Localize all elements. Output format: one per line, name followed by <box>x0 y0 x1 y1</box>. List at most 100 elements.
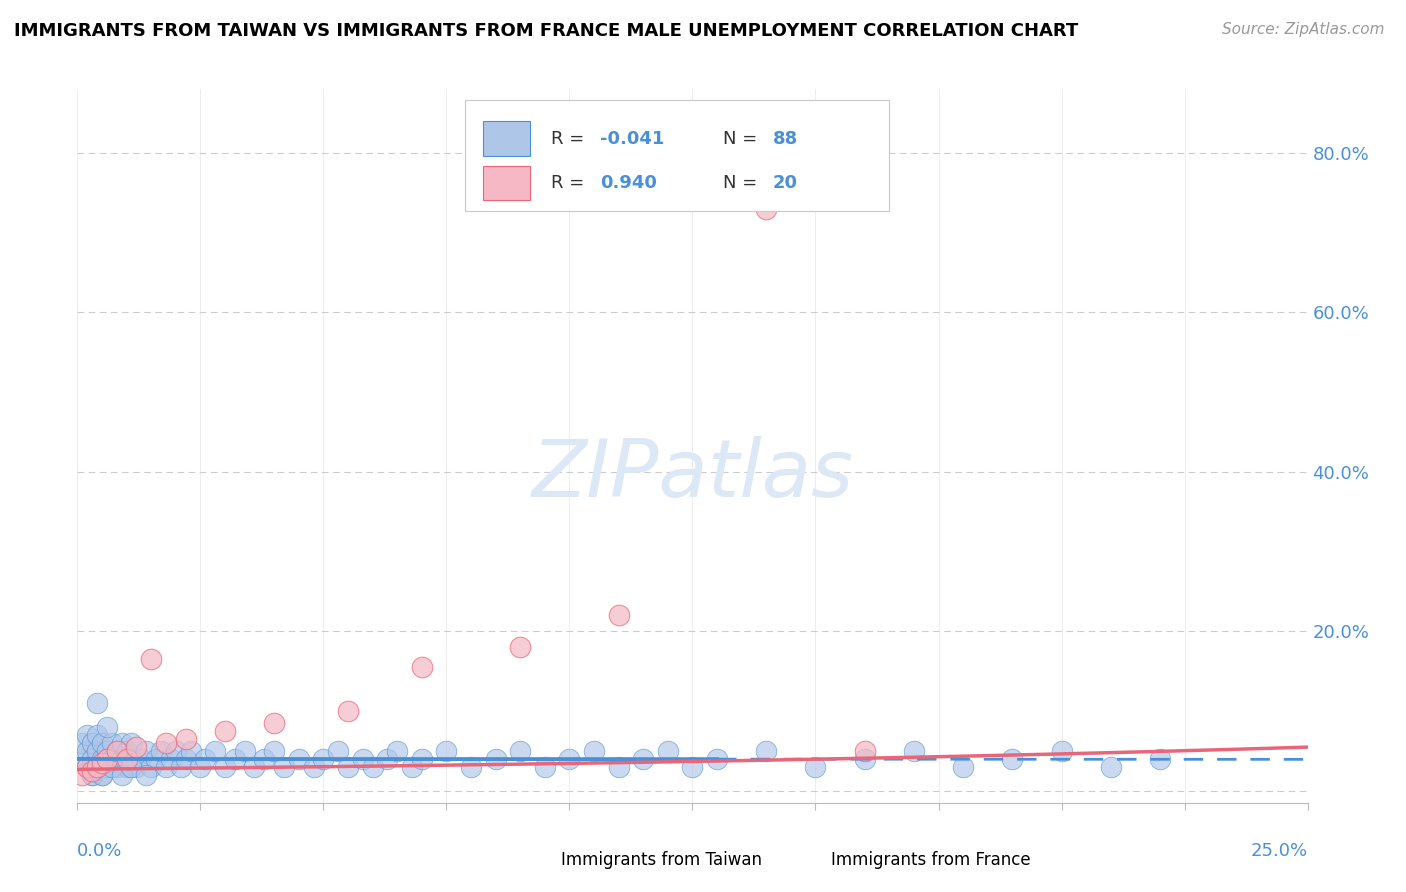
Point <box>160 752 183 766</box>
Text: Source: ZipAtlas.com: Source: ZipAtlas.com <box>1222 22 1385 37</box>
Point <box>121 752 143 766</box>
Point <box>312 752 335 766</box>
Point <box>111 752 132 766</box>
Point <box>682 760 704 774</box>
Point <box>70 736 93 750</box>
Point <box>174 731 197 746</box>
FancyBboxPatch shape <box>785 847 821 874</box>
Point <box>411 660 433 674</box>
Point <box>460 760 482 774</box>
Point <box>111 768 132 782</box>
Point <box>194 752 217 766</box>
Point <box>90 756 114 770</box>
Point <box>263 744 285 758</box>
Text: 0.940: 0.940 <box>600 174 657 192</box>
Point <box>853 752 876 766</box>
Point <box>96 720 118 734</box>
Point <box>361 760 384 774</box>
Point <box>804 760 827 774</box>
Point <box>135 744 157 758</box>
Point <box>174 752 197 766</box>
Point <box>86 760 108 774</box>
Point <box>111 736 132 750</box>
Point <box>337 704 360 718</box>
Point <box>853 744 876 758</box>
Point <box>96 744 118 758</box>
Point <box>401 760 423 774</box>
Point <box>155 736 177 750</box>
Point <box>135 768 157 782</box>
Point <box>101 752 124 766</box>
Text: 88: 88 <box>772 129 797 147</box>
Point <box>534 760 557 774</box>
Point <box>76 760 98 774</box>
Point <box>150 744 173 758</box>
Point <box>121 736 143 750</box>
Point <box>115 744 138 758</box>
Point <box>1050 744 1073 758</box>
Point <box>288 752 311 766</box>
Point <box>86 760 108 774</box>
Point <box>903 744 925 758</box>
Point <box>115 760 138 774</box>
Text: IMMIGRANTS FROM TAIWAN VS IMMIGRANTS FROM FRANCE MALE UNEMPLOYMENT CORRELATION C: IMMIGRANTS FROM TAIWAN VS IMMIGRANTS FRO… <box>14 22 1078 40</box>
Point <box>90 768 114 782</box>
Point <box>70 752 93 766</box>
Point <box>82 752 104 766</box>
Point <box>706 752 728 766</box>
Point <box>76 728 98 742</box>
Point <box>1001 752 1024 766</box>
Text: N =: N = <box>723 129 763 147</box>
Point <box>607 760 630 774</box>
Point <box>509 640 531 655</box>
Point <box>141 760 163 774</box>
Text: 25.0%: 25.0% <box>1250 842 1308 860</box>
Point <box>509 744 531 758</box>
Point <box>101 736 124 750</box>
Point <box>607 608 630 623</box>
Point <box>224 752 246 766</box>
Point <box>411 752 433 766</box>
Point <box>165 744 187 758</box>
Point <box>1149 752 1171 766</box>
Point <box>82 768 104 782</box>
Point <box>485 752 508 766</box>
Text: R =: R = <box>551 174 591 192</box>
Point <box>214 724 236 739</box>
Point <box>155 760 177 774</box>
Point <box>233 744 256 758</box>
Point <box>125 760 148 774</box>
FancyBboxPatch shape <box>484 121 530 156</box>
Text: 20: 20 <box>772 174 797 192</box>
Point <box>105 744 128 758</box>
Point <box>952 760 974 774</box>
Text: Immigrants from Taiwan: Immigrants from Taiwan <box>561 851 762 869</box>
Point <box>214 760 236 774</box>
Point <box>101 760 124 774</box>
Text: R =: R = <box>551 129 591 147</box>
Point <box>76 744 98 758</box>
Point <box>82 764 104 778</box>
Point <box>105 760 128 774</box>
Point <box>115 752 138 766</box>
Point <box>180 744 202 758</box>
FancyBboxPatch shape <box>465 100 890 211</box>
Point <box>90 736 114 750</box>
Point <box>105 744 128 758</box>
Point <box>170 760 193 774</box>
Point <box>82 736 104 750</box>
Point <box>387 744 409 758</box>
Point <box>90 752 114 766</box>
Point <box>273 760 295 774</box>
Point <box>131 752 153 766</box>
Text: N =: N = <box>723 174 763 192</box>
Point <box>145 752 167 766</box>
Point <box>583 744 606 758</box>
Text: 0.0%: 0.0% <box>77 842 122 860</box>
FancyBboxPatch shape <box>484 166 530 200</box>
Point <box>755 202 778 216</box>
Point <box>302 760 325 774</box>
Point <box>243 760 266 774</box>
Point <box>633 752 655 766</box>
Point <box>253 752 276 766</box>
